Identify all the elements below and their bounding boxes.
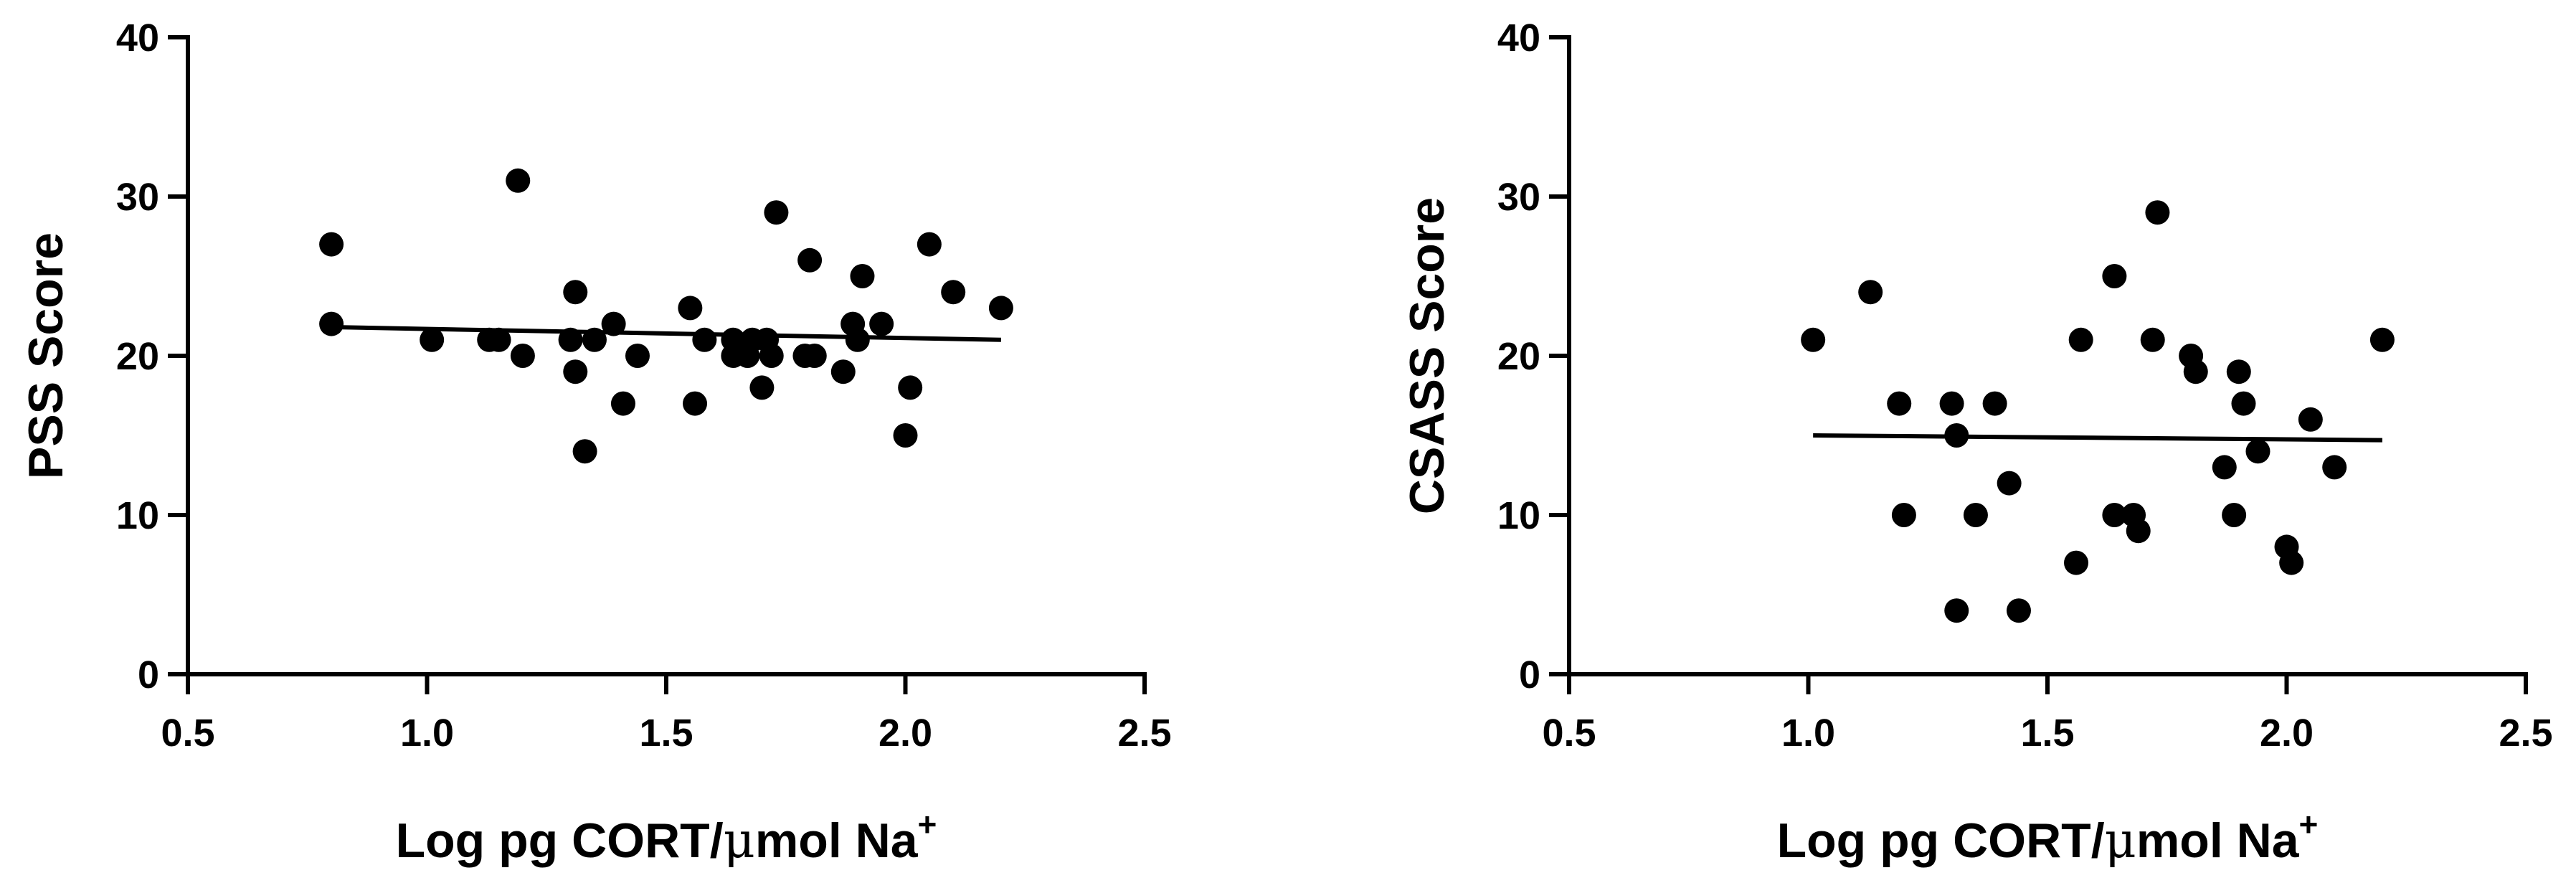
chart1-data-point <box>1858 280 1883 305</box>
chart0-data-point <box>917 232 942 257</box>
chart0-data-point <box>625 344 650 368</box>
chart1-data-point <box>1997 471 2022 496</box>
chart1-data-point <box>2102 503 2127 527</box>
chart1-data-point <box>2222 503 2247 527</box>
chart1-data-point <box>1944 598 1969 623</box>
chart1-data-point <box>2183 359 2208 384</box>
chart0-x-tick-label: 2.0 <box>879 712 932 755</box>
chart0-data-point <box>692 327 717 352</box>
chart0-trendline <box>331 325 1001 342</box>
chart1-y-axis-title: CSASS Score <box>1400 197 1454 514</box>
chart1-x-tick-label: 1.0 <box>1781 712 1835 755</box>
chart0-data-point <box>869 311 894 336</box>
chart1-data-point <box>2064 550 2089 575</box>
chart0-data-point <box>610 391 635 416</box>
chart1-data-point <box>1891 503 1916 527</box>
chart0-data-point <box>898 375 923 400</box>
chart0-x-axis-title-rest: mol Na <box>755 813 919 868</box>
chart0-x-axis-title-sup: + <box>918 806 937 843</box>
chart0-x-tick-label: 2.5 <box>1117 712 1171 755</box>
chart0-data-point <box>683 391 708 416</box>
chart0-data-point <box>319 311 344 336</box>
chart1-x-axis-title-rest: mol Na <box>2136 813 2300 868</box>
chart0-y-tick-label: 10 <box>116 494 159 537</box>
chart1-x-tick-label: 2.5 <box>2499 712 2552 755</box>
chart0-data-point <box>572 439 597 464</box>
chart1-data-point <box>2322 455 2347 480</box>
chart0-data-point <box>563 280 588 305</box>
chart0-y-tick-label: 40 <box>116 16 159 60</box>
chart0-data-point <box>319 232 344 257</box>
chart1-x-tick-label: 0.5 <box>1542 712 1596 755</box>
chart0-data-point <box>749 375 775 400</box>
chart1-y-tick-label: 0 <box>1519 653 1540 697</box>
chart-panel-pss: 0 10 20 30 40 0.5 1.0 1.5 2.0 2.5 PSS Score Log pg … <box>19 16 1172 869</box>
chart0-x-tick-label: 1.5 <box>639 712 693 755</box>
chart1-data-point <box>1801 327 1826 352</box>
chart0-y-tick-label: 20 <box>116 335 159 378</box>
chart1-trendline <box>1813 433 2382 443</box>
chart1-data-point <box>2231 391 2256 416</box>
chart0-data-point <box>802 344 827 368</box>
chart0-data-point <box>759 344 784 368</box>
chart0-data-point <box>830 359 856 384</box>
chart1-y-tick-label: 30 <box>1497 176 1540 219</box>
chart0-x-tick-label: 1.0 <box>400 712 454 755</box>
chart1-x-axis-title: Log pg CORT/μmol Na+ <box>1777 806 2319 869</box>
chart0-x-axis-title-main: Log pg CORT/ <box>396 813 724 868</box>
chart1-data-point <box>2369 327 2395 352</box>
chart1-data-point <box>1887 391 1912 416</box>
chart1-data-point <box>2298 407 2323 432</box>
chart1-x-tick-label: 1.5 <box>2020 712 2074 755</box>
chart0-data-point <box>941 280 966 305</box>
chart0-x-axis-title-mu: μ <box>724 813 755 869</box>
chart0-data-point <box>678 296 703 321</box>
chart0-x-tick-label: 0.5 <box>161 712 214 755</box>
chart0-data-point <box>420 327 445 352</box>
chart0-data-point <box>850 264 875 288</box>
chart0-data-point <box>506 168 531 193</box>
chart1-data-point <box>2226 359 2251 384</box>
chart1-x-tick-label: 2.0 <box>2260 712 2314 755</box>
chart1-data-point <box>1963 503 1988 527</box>
chart0-y-axis-title: PSS Score <box>19 232 73 479</box>
chart1-data-point <box>2126 519 2151 544</box>
chart1-y-tick-label: 10 <box>1497 494 1540 537</box>
chart0-data-point <box>988 296 1013 321</box>
chart1-data-point <box>2279 550 2304 575</box>
chart1-data-point <box>1982 391 2007 416</box>
chart0-data-point <box>486 327 511 352</box>
chart1-data-point <box>1944 423 1969 448</box>
chart1-data-point <box>2102 264 2127 288</box>
chart1-data-point <box>2212 455 2237 480</box>
chart0-data-point <box>582 327 607 352</box>
chart0-data-point <box>845 327 870 352</box>
chart1-y-tick-label: 20 <box>1497 335 1540 378</box>
chart0-data-point <box>893 423 918 448</box>
chart1-data-point <box>2068 327 2093 352</box>
chart1-x-axis-title-mu: μ <box>2105 813 2136 869</box>
chart1-y-tick-label: 40 <box>1497 16 1540 60</box>
chart0-x-axis-title: Log pg CORT/μmol Na+ <box>396 806 937 869</box>
chart1-data-point <box>2145 200 2170 225</box>
chart0-y-tick-label: 30 <box>116 176 159 219</box>
chart1-data-point <box>2245 439 2270 464</box>
chart1-data-point <box>1939 391 1964 416</box>
pss-scatter-chart: 0 10 20 30 40 0.5 1.0 1.5 2.0 2.5 PSS Score Log pg … <box>19 16 1172 869</box>
chart1-x-axis-title-main: Log pg CORT/ <box>1777 813 2105 868</box>
chart0-y-tick-label: 0 <box>138 653 159 697</box>
chart1-data-point <box>2006 598 2031 623</box>
chart0-data-point <box>601 311 626 336</box>
chart0-data-point <box>563 359 588 384</box>
chart1-data-point <box>2140 327 2165 352</box>
chart0-data-point <box>558 327 583 352</box>
chart-panel-csass: 0 10 20 30 40 0.5 1.0 1.5 2.0 2.5 CSASS Score Log p… <box>1288 0 2576 883</box>
chart0-data-point <box>510 344 535 368</box>
chart1-x-axis-title-sup: + <box>2299 806 2319 843</box>
chart0-data-point <box>764 200 789 225</box>
chart0-data-point <box>797 247 823 273</box>
csass-scatter-chart: 0 10 20 30 40 0.5 1.0 1.5 2.0 2.5 CSASS Score Log p… <box>1400 16 2553 869</box>
